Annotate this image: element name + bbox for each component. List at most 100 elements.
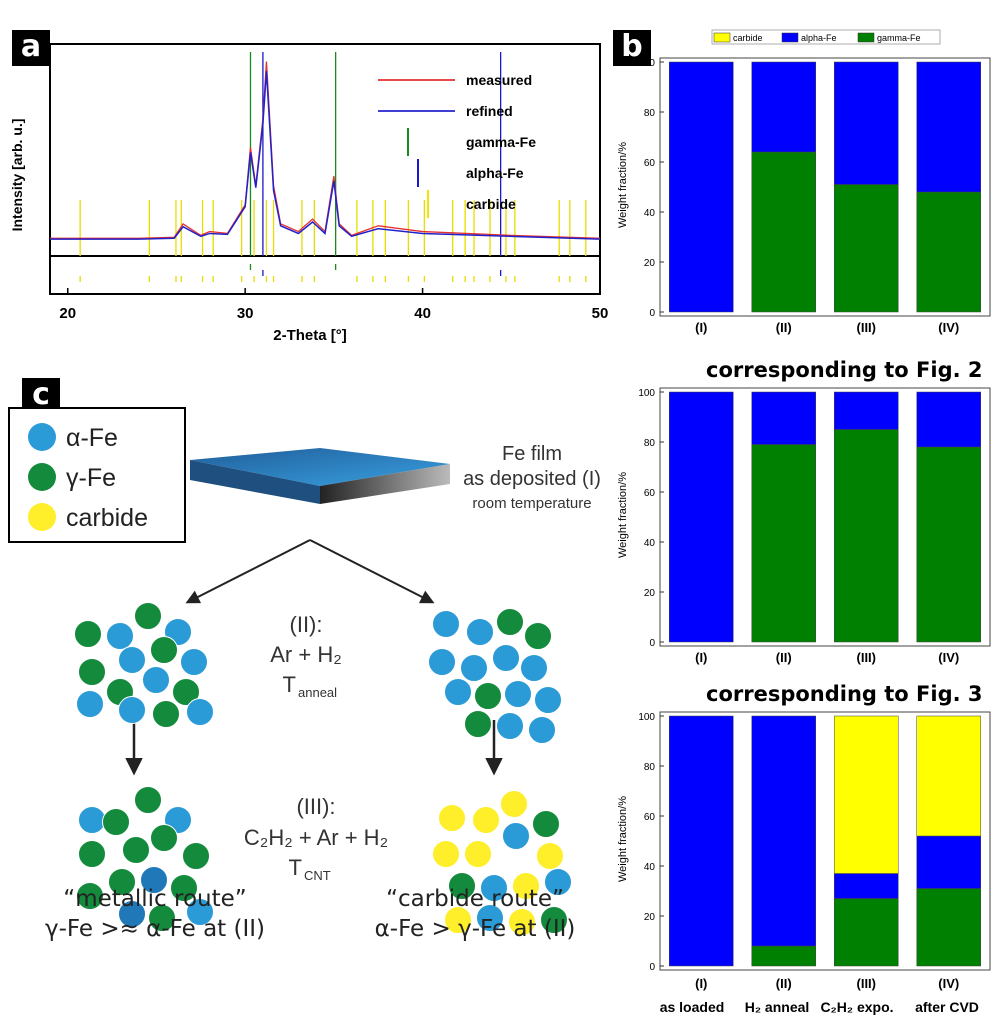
bar-gamma-Fe-2: [834, 184, 899, 313]
legend-label-measured: measured: [466, 72, 532, 88]
bar-category-label-0: (I): [695, 976, 707, 991]
arrow-right: [309, 539, 435, 604]
particle-alpha-g2-0: [78, 806, 106, 834]
bar-alpha-Fe-3: [916, 391, 981, 448]
bar-carbide-3: [916, 715, 981, 837]
fe-film-front-left: [190, 460, 320, 504]
bar-gamma-Fe-1: [751, 945, 816, 967]
bar-chart-fig4: Weight fraction/% 0 20 40 60 80 100 (I) (II) (III…: [617, 711, 991, 991]
particle-gamma-g3-15: [540, 906, 568, 934]
particle-gamma-g1-12: [464, 710, 492, 738]
ytick-label-20: 20: [644, 258, 656, 269]
particle-gamma-g0-2: [134, 602, 162, 630]
particle-alpha-g0-5: [118, 646, 146, 674]
particle-alpha-g3-11: [544, 868, 572, 896]
step2-gas: Ar + H₂: [270, 642, 342, 667]
particle-alpha-g1-13: [496, 712, 524, 740]
ytick-label-80: 80: [644, 108, 656, 119]
ytick-label-0: 0: [649, 308, 655, 319]
bar-gamma-Fe-3: [916, 888, 981, 967]
bar-category-label-1: (II): [776, 650, 792, 665]
series-line-refined: [50, 71, 601, 240]
particle-gamma-g0-6: [150, 636, 178, 664]
bar-gamma-Fe-2: [834, 429, 899, 643]
bar-gamma-Fe-1: [751, 444, 816, 643]
particle-alpha-g1-10: [504, 680, 532, 708]
bar-alpha-Fe-1: [751, 61, 816, 153]
ytick-label-0: 0: [649, 962, 655, 973]
legend-label-refined: refined: [466, 103, 513, 119]
bar-alpha-Fe-2: [834, 61, 899, 185]
panel-label-a: a: [12, 30, 50, 66]
bar-alpha-Fe-0: [669, 391, 734, 643]
xrd-frame: [49, 43, 601, 295]
ytick-label-80: 80: [644, 438, 656, 449]
legend-dot-2: [28, 503, 56, 531]
bar-chart-fig3: Weight fraction/% 0 20 40 60 80 100 (I) (II) (III…: [617, 387, 991, 665]
bar-xlabel-3: after CVD: [915, 999, 979, 1015]
bar-legend-label-alpha-Fe: alpha-Fe: [801, 33, 837, 43]
fe-film-front-right: [320, 464, 450, 504]
bar-category-label-0: (I): [695, 650, 707, 665]
chart3-title: corresponding to Fig. 3: [706, 682, 983, 706]
particle-alpha-g0-1: [106, 622, 134, 650]
left-caption-detail: γ-Fe >≈ α-Fe at (II): [44, 916, 266, 942]
particle-alpha-g1-7: [520, 654, 548, 682]
particle-carbide-g3-7: [536, 842, 564, 870]
bar-chart-fig2: Weight fraction/% 0 20 40 60 80 100 (I) (II) (III…: [617, 57, 991, 335]
particle-alpha-g1-0: [432, 610, 460, 638]
ytick-label-80: 80: [644, 762, 656, 773]
bar-alpha-Fe-3: [916, 835, 981, 889]
particle-gamma-g2-2: [102, 808, 130, 836]
bar-category-label-2: (III): [857, 320, 877, 335]
particle-alpha-g0-7: [180, 648, 208, 676]
step3-gas: C₂H₂ + Ar + H₂: [244, 825, 388, 850]
film-text-3: room temperature: [472, 495, 591, 512]
particle-carbide-g3-1: [472, 806, 500, 834]
right-caption-detail: α-Fe > γ-Fe at (II): [374, 916, 576, 942]
bar-category-label-3: (IV): [938, 650, 959, 665]
particle-gamma-g3-8: [448, 872, 476, 900]
bar-legend-box: [711, 29, 941, 45]
particle-alpha-g1-5: [460, 654, 488, 682]
bar-alpha-Fe-2: [834, 391, 899, 430]
particle-alpha-g1-8: [444, 678, 472, 706]
particle-carbide-g3-12: [444, 906, 472, 934]
bar-category-label-2: (III): [857, 976, 877, 991]
xrd-xtick-label-50: 50: [592, 305, 609, 322]
particle-alpha-g1-6: [492, 644, 520, 672]
xrd-xtick-label-20: 20: [59, 305, 76, 322]
bar-gamma-Fe-3: [916, 446, 981, 643]
bar-category-label-0: (I): [695, 320, 707, 335]
ytick-label-40: 40: [644, 862, 656, 873]
particle-gamma-g0-10: [172, 678, 200, 706]
particle-gamma-g1-2: [496, 608, 524, 636]
right-caption-title: “carbide route”: [386, 886, 564, 912]
chart2-title: corresponding to Fig. 2: [706, 358, 983, 382]
particle-alpha-g0-11: [76, 690, 104, 718]
particle-alpha-g0-9: [142, 666, 170, 694]
particle-alpha-g3-13: [476, 904, 504, 932]
bar-legend-swatch-carbide: [713, 32, 731, 43]
legend-text-2: carbide: [66, 504, 148, 532]
bar-gamma-Fe-2: [834, 898, 899, 967]
bar-alpha-Fe-1: [751, 715, 816, 947]
particle-gamma-g2-1: [134, 786, 162, 814]
particle-gamma-g2-7: [182, 842, 210, 870]
legend-label-gamma-Fe: gamma-Fe: [466, 134, 536, 150]
bar-frame: [659, 387, 991, 647]
particle-gamma-g3-3: [532, 810, 560, 838]
particle-gamma-g2-4: [78, 840, 106, 868]
bar-category-label-1: (II): [776, 976, 792, 991]
particle-gamma-g1-9: [474, 682, 502, 710]
left-route-caption: “metallic route” γ-Fe >≈ α-Fe at (II): [10, 886, 300, 942]
bar-ylabel: Weight fraction/%: [617, 142, 629, 228]
particle-gamma-g0-4: [78, 658, 106, 686]
step2-label: (II):: [290, 612, 323, 637]
ytick-label-60: 60: [644, 812, 656, 823]
particle-alpha-g2-14: [186, 898, 214, 926]
bar-frame: [659, 57, 991, 317]
bar-alpha-Fe-3: [916, 61, 981, 193]
ytick-label-20: 20: [644, 588, 656, 599]
xrd-xlabel: 2-Theta [°]: [273, 327, 347, 344]
